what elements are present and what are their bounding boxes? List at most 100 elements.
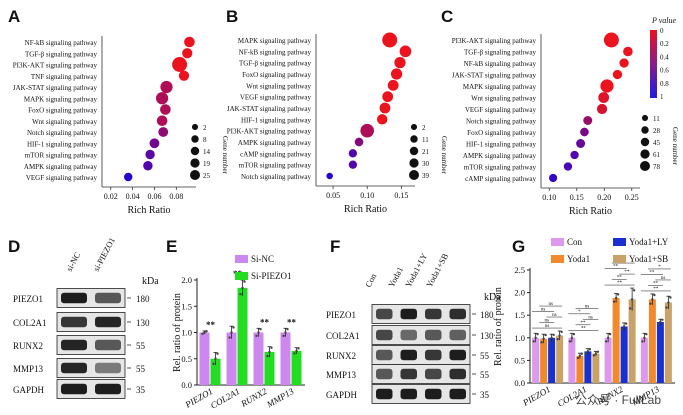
data-point (645, 332, 648, 336)
bubble (387, 79, 399, 91)
pathway-label: NF-kB signaling pathway (25, 39, 98, 47)
legend-circle (641, 126, 649, 134)
legend-label: Yoda1+SB (629, 254, 668, 264)
pathway-label: MAPK signaling pathway (24, 95, 98, 103)
legend-swatch (613, 255, 626, 263)
data-point (620, 328, 624, 331)
data-point (578, 354, 582, 358)
bar (612, 298, 620, 383)
pathway-label: FoxO signaling pathway (242, 71, 311, 79)
bar (604, 337, 612, 383)
pathway-label: TGF-β signaling pathway (25, 50, 97, 58)
pvalue-colorbar (650, 30, 657, 98)
pvalue-tick: 1 (660, 93, 664, 101)
pathway-label: PI3K-AKT signaling pathway (13, 62, 98, 70)
legend-swatch (551, 255, 564, 263)
bubble (184, 36, 195, 48)
data-point (295, 349, 298, 353)
panel-label: G (512, 237, 525, 256)
significance-mark: ** (287, 317, 297, 327)
legend-title: Gene number (221, 136, 229, 175)
x-tick-label: 0.10 (360, 191, 374, 200)
data-point (550, 336, 553, 339)
comparison-mark: ** (613, 265, 619, 270)
kda-value: 55 (136, 341, 146, 351)
blot-strip (371, 304, 471, 324)
bubble (600, 79, 614, 93)
pvalue-tick: 0.8 (660, 80, 669, 88)
protein-label: COL2A1 (13, 318, 47, 328)
band (95, 383, 121, 395)
band (449, 308, 466, 320)
pathway-label: AMPK signaling pathway (238, 139, 312, 147)
bar (568, 337, 576, 383)
protein-label: GAPDH (13, 385, 45, 395)
bubble (596, 103, 608, 115)
legend-circle (191, 123, 199, 131)
bubble (382, 91, 394, 103)
comparison-mark: ** (653, 281, 659, 286)
legend-circle (410, 123, 418, 131)
protein-label: MMP13 (326, 370, 357, 380)
bar (648, 299, 656, 383)
data-point (544, 333, 547, 337)
kda-unit: kDa (142, 276, 159, 287)
pathway-label: FoxO signaling pathway (28, 107, 97, 115)
kda-value: 55 (480, 370, 490, 380)
data-point (540, 341, 543, 344)
pathway-label: cAMP signaling pathway (465, 175, 536, 183)
x-axis-title: Rich Ratio (344, 204, 387, 215)
legend-circle (641, 114, 649, 122)
bubble (348, 160, 358, 169)
x-tick-label: MMP13 (264, 386, 296, 410)
data-point (665, 306, 668, 309)
x-tick-label: 0.15 (570, 193, 584, 202)
data-point (293, 352, 296, 355)
data-point (216, 352, 219, 355)
legend-swatch (235, 272, 248, 280)
data-point (643, 336, 646, 339)
legend-value: 2 (203, 124, 207, 132)
data-point (604, 340, 608, 343)
comparison-mark: ns (545, 324, 550, 329)
data-point (588, 347, 592, 351)
data-point (596, 350, 600, 354)
x-tick-label: COL2A1 (209, 386, 242, 411)
bubble (580, 127, 589, 137)
comparison-mark: ** (649, 270, 655, 275)
x-tick-label: 0.08 (169, 192, 183, 201)
bar (640, 337, 648, 383)
band (425, 329, 442, 341)
data-point (653, 293, 656, 297)
lane-label: si-PIEZO1 (91, 236, 117, 273)
data-point (560, 330, 563, 334)
kda-value: 180 (136, 294, 150, 304)
panel-label: B (226, 7, 238, 26)
band (61, 383, 87, 395)
data-point (568, 340, 572, 343)
pathway-label: PI3K-AKT signaling pathway (452, 37, 537, 45)
lane-label: Con (363, 271, 379, 289)
bar (628, 299, 636, 383)
pathway-label: HIF-1 signaling pathway (27, 140, 97, 148)
y-tick-label: 2.0 (181, 275, 192, 285)
data-point (594, 352, 598, 355)
data-point (586, 350, 590, 353)
data-point (255, 334, 258, 338)
data-point (606, 336, 610, 339)
band (95, 292, 121, 304)
pvalue-title: P value (651, 16, 677, 25)
data-point (532, 340, 535, 343)
data-point (214, 357, 217, 360)
data-point (661, 318, 664, 322)
pathway-label: TNF signaling pathway (31, 73, 98, 81)
bar (540, 338, 548, 383)
band (449, 349, 466, 361)
data-point (534, 336, 537, 339)
bubble (563, 162, 573, 171)
band (449, 368, 466, 380)
data-point (228, 336, 231, 339)
pvalue-tick: 0 (660, 27, 664, 35)
bar (199, 332, 210, 385)
